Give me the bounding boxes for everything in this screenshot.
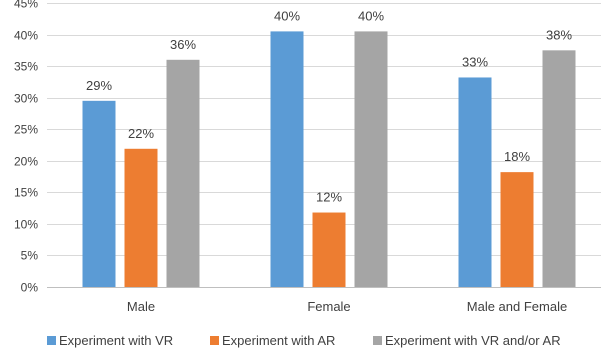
data-label: 36%: [170, 37, 196, 52]
bars: [82, 31, 576, 288]
bar: [166, 59, 200, 287]
y-tick-label: 10%: [14, 218, 38, 232]
y-tick-label: 35%: [14, 60, 38, 74]
y-tick-label: 20%: [14, 155, 38, 169]
legend-label: Experiment with VR and/or AR: [385, 333, 561, 348]
data-label: 29%: [86, 78, 112, 93]
legend-item: Experiment with VR and/or AR: [373, 333, 561, 348]
bar: [354, 31, 388, 288]
bar: [458, 77, 492, 288]
data-label: 38%: [546, 27, 572, 42]
y-tick-label: 15%: [14, 186, 38, 200]
bar: [542, 50, 576, 288]
y-tick-label: 0%: [21, 281, 39, 295]
bar: [82, 100, 116, 287]
bar: [124, 148, 158, 287]
data-label: 22%: [128, 126, 154, 141]
y-tick-label: 30%: [14, 92, 38, 106]
data-label: 18%: [504, 149, 530, 164]
y-tick-label: 40%: [14, 29, 38, 43]
legend-swatch: [210, 336, 219, 345]
data-labels: 29% 22% 36% 40% 12% 40% 33% 18% 38%: [86, 8, 572, 204]
bar: [312, 212, 346, 287]
x-category-label: Female: [307, 299, 350, 314]
legend-label: Experiment with VR: [59, 333, 173, 348]
x-category-label: Male: [127, 299, 155, 314]
bar: [270, 31, 304, 288]
data-label: 40%: [358, 8, 384, 23]
x-axis-categories: Male Female Male and Female: [127, 299, 567, 314]
legend-label: Experiment with AR: [222, 333, 335, 348]
legend: Experiment with VR Experiment with AR Expe…: [47, 333, 561, 348]
legend-item: Experiment with VR: [47, 333, 173, 348]
legend-swatch: [47, 336, 56, 345]
bar: [500, 172, 534, 287]
data-label: 33%: [462, 54, 488, 69]
data-label: 12%: [316, 190, 342, 205]
legend-item: Experiment with AR: [210, 333, 335, 348]
y-axis-ticks: 0% 5% 10% 15% 20% 25% 30% 35% 40% 45%: [14, 0, 38, 295]
y-tick-label: 45%: [14, 0, 38, 11]
y-tick-label: 25%: [14, 123, 38, 137]
y-tick-label: 5%: [21, 249, 39, 263]
x-category-label: Male and Female: [467, 299, 567, 314]
data-label: 40%: [274, 8, 300, 23]
legend-swatch: [373, 336, 382, 345]
